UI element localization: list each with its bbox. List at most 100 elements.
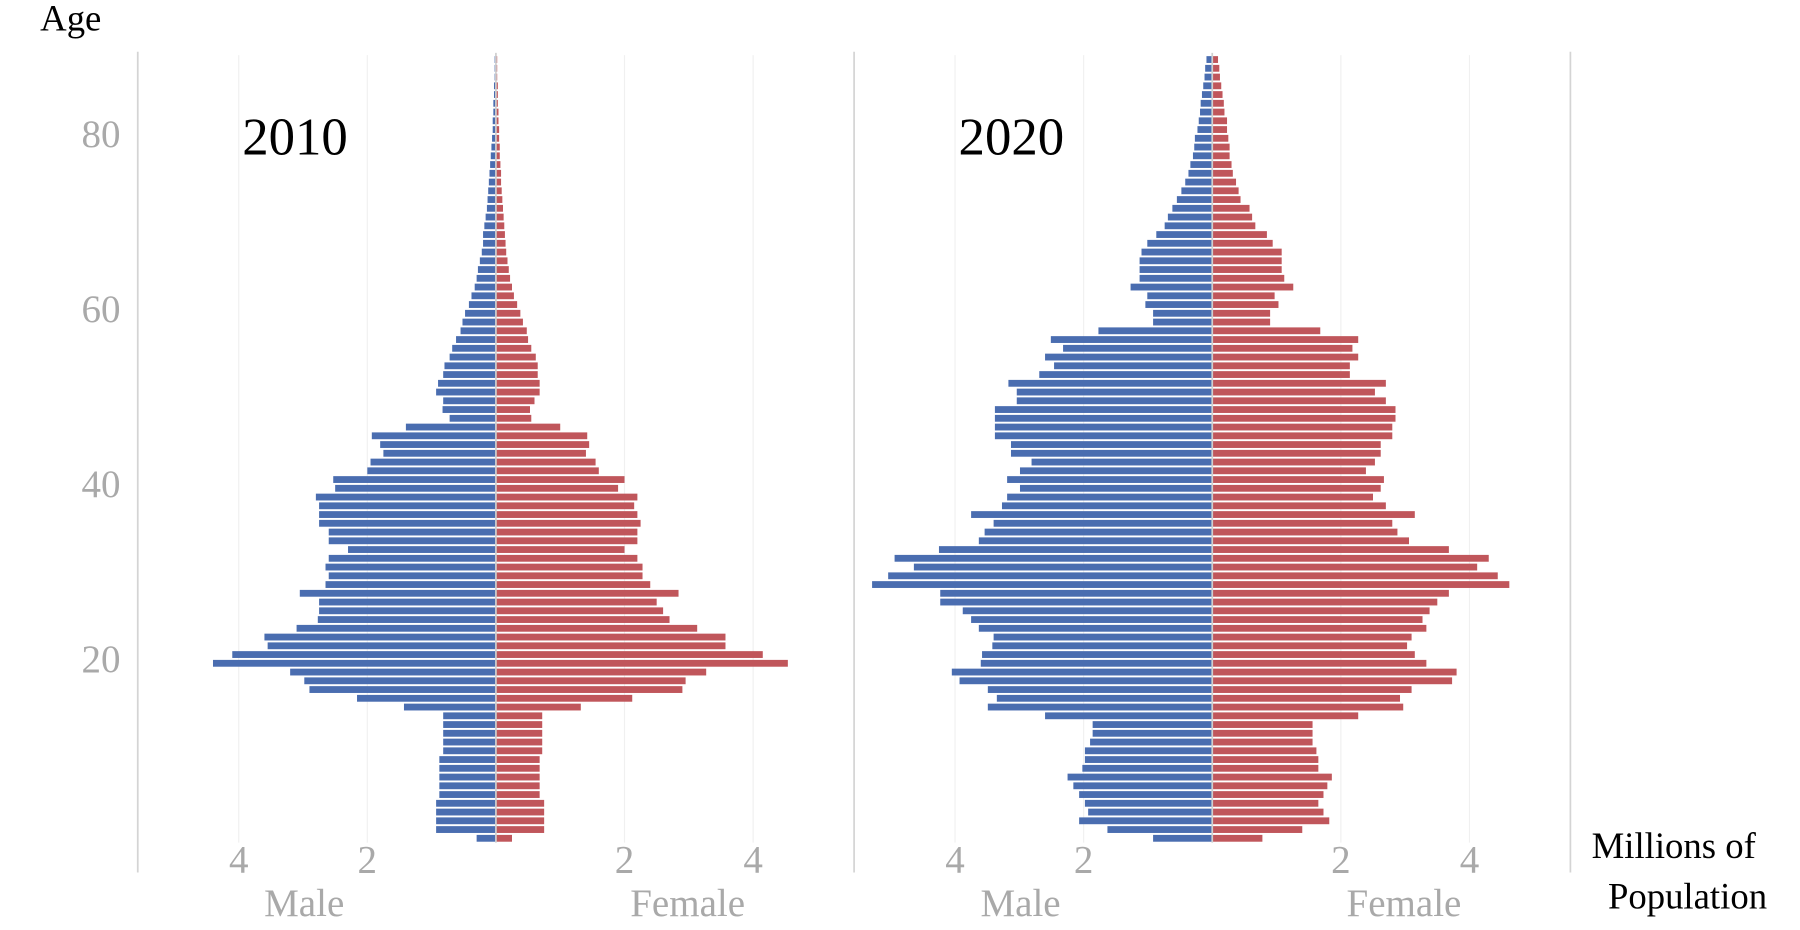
bar (495, 274, 511, 282)
bar (325, 581, 496, 588)
bar (1212, 764, 1319, 772)
bar (1212, 624, 1427, 632)
bar (1212, 633, 1412, 641)
bar (1212, 773, 1332, 781)
bar (1212, 677, 1453, 685)
bar (1147, 292, 1213, 300)
bar (460, 327, 496, 335)
bar (444, 362, 496, 370)
bar (1016, 397, 1213, 405)
bar (456, 336, 496, 343)
bar (1212, 563, 1478, 571)
bar (1016, 388, 1213, 396)
bar (1019, 467, 1213, 475)
bar (1212, 371, 1350, 378)
bar (1212, 616, 1423, 623)
bar (495, 703, 581, 711)
bar (439, 756, 496, 763)
bar (495, 747, 543, 755)
bar (493, 91, 496, 98)
bar (1212, 537, 1410, 545)
bar (495, 511, 638, 518)
bar (1212, 309, 1271, 317)
bar (1212, 117, 1228, 125)
bar (1212, 134, 1229, 142)
bar (481, 248, 496, 256)
x-tick-label: 4 (743, 838, 763, 881)
bar (1079, 791, 1213, 798)
bar (495, 362, 538, 370)
bar (495, 353, 536, 361)
bar (1079, 817, 1213, 825)
bar (495, 589, 679, 597)
bar (495, 764, 540, 772)
bar (978, 624, 1213, 632)
bar (1092, 729, 1213, 737)
x-tick-label: 2 (1074, 838, 1094, 881)
bar (405, 423, 496, 431)
bar (476, 274, 496, 282)
bar (495, 782, 540, 790)
bar (495, 694, 633, 702)
bar (1212, 414, 1396, 422)
bar (1212, 187, 1239, 195)
bar (888, 572, 1213, 580)
bar (1212, 467, 1366, 475)
bar (1010, 441, 1213, 448)
bar (1212, 581, 1510, 588)
bar (987, 686, 1213, 693)
bar (495, 563, 643, 571)
bar (1192, 152, 1213, 160)
bar (495, 537, 638, 545)
bar (1212, 161, 1232, 168)
bar (495, 406, 530, 413)
bar (370, 458, 496, 466)
x-tick-label: 4 (1460, 838, 1480, 881)
bar (1212, 336, 1359, 343)
bar (479, 257, 496, 265)
panel-title: 2020 (959, 109, 1065, 167)
bar (319, 607, 496, 615)
bar (443, 721, 496, 728)
bar (1073, 782, 1213, 790)
bar (492, 117, 496, 125)
bar (232, 651, 496, 658)
bar (1212, 248, 1282, 256)
x-tick-label: 2 (615, 838, 635, 881)
bar (1019, 484, 1213, 492)
bar (1212, 379, 1386, 387)
bar (938, 546, 1213, 553)
bar (319, 511, 496, 518)
bar (1212, 423, 1393, 431)
bar (1212, 143, 1230, 151)
legend-label: Female (630, 882, 745, 925)
bar (471, 292, 496, 300)
bar (495, 204, 503, 212)
bar (982, 651, 1213, 658)
bar (495, 388, 540, 396)
bar (495, 799, 545, 807)
bar (1212, 266, 1282, 273)
bar (1212, 441, 1381, 448)
x-axis-title: Millions of (1592, 825, 1757, 866)
bar (894, 554, 1213, 562)
bar (495, 721, 543, 728)
bar (1212, 668, 1457, 676)
bar (1153, 318, 1213, 326)
y-tick-label: 60 (82, 288, 121, 331)
bar (485, 213, 496, 221)
bar (1212, 738, 1313, 746)
bar (962, 607, 1213, 615)
bar (1197, 126, 1213, 133)
bar (996, 694, 1213, 702)
bar (1212, 791, 1324, 798)
bar (212, 659, 496, 667)
bar (483, 239, 496, 247)
bar (1212, 301, 1279, 308)
bar (1212, 756, 1319, 763)
bar (495, 546, 625, 553)
bar (484, 222, 496, 230)
bar (335, 484, 496, 492)
bar (1092, 721, 1213, 728)
bar (488, 178, 496, 186)
